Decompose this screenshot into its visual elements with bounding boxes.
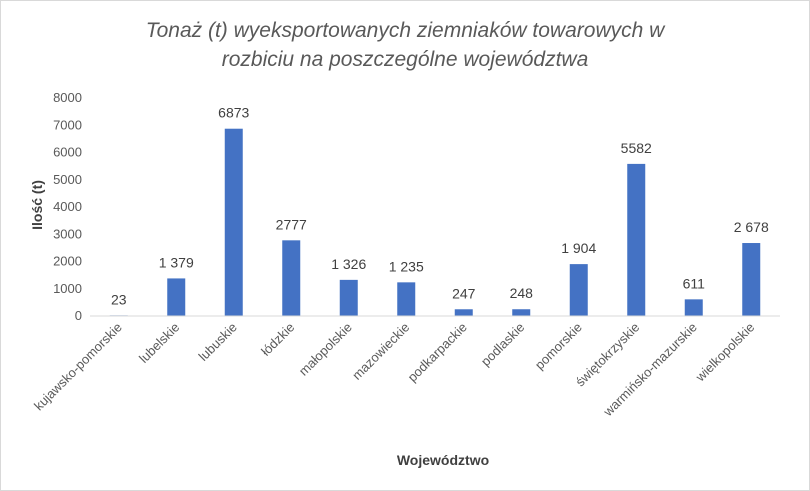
x-tick-label: lubelskie [136, 320, 182, 366]
data-label: 6873 [218, 105, 249, 121]
y-tick-label: 7000 [53, 117, 82, 132]
bar [742, 243, 761, 316]
x-tick-label: lubuskie [196, 320, 240, 364]
y-axis-ticks: 0 1000 2000 3000 4000 5000 6000 7000 8000 [53, 90, 82, 323]
bar [167, 278, 186, 316]
data-labels: 23 1 379 6873 2777 1 326 1 235 247 248 1 904 5582… [111, 105, 769, 308]
bar [684, 299, 703, 316]
bars [109, 128, 761, 316]
y-tick-label: 4000 [53, 199, 82, 214]
bar [512, 309, 531, 316]
bar [282, 240, 301, 316]
x-tick-label: wielkopolskie [692, 320, 757, 385]
x-axis-title: Województwo [397, 452, 489, 468]
data-label: 5582 [621, 140, 652, 156]
x-tick-label: małopolskie [296, 320, 355, 379]
x-axis-ticks: kujawsko-pomorskie lubelskie lubuskie łódzk… [31, 320, 757, 420]
data-label: 611 [683, 275, 706, 291]
chart-title-line-1: Tonaż (t) wyeksportowanych ziemniaków to… [145, 19, 665, 42]
y-axis-title: Ilość (t) [29, 180, 45, 230]
data-label: 248 [510, 285, 534, 301]
bar [224, 128, 243, 316]
x-tick-label: warmińsko-mazurskie [600, 320, 700, 420]
y-tick-label: 6000 [53, 145, 82, 160]
data-label: 1 326 [331, 256, 366, 272]
data-label: 1 379 [159, 254, 194, 270]
y-tick-label: 3000 [53, 226, 82, 241]
x-tick-label: mazowieckie [349, 320, 412, 383]
data-label: 1 904 [561, 240, 596, 256]
data-label: 2 678 [734, 219, 769, 235]
bar [339, 279, 358, 316]
chart-title-line-2: rozbiciu na poszczególne województwa [221, 48, 589, 71]
bar [569, 264, 588, 316]
x-tick-label: pomorskie [532, 320, 585, 373]
data-label: 2777 [276, 216, 307, 232]
data-label: 247 [452, 285, 476, 301]
y-tick-label: 8000 [53, 90, 82, 105]
x-tick-label: łódzkie [258, 320, 297, 359]
data-label: 1 235 [389, 258, 424, 274]
bar [397, 282, 416, 316]
chart-title: Tonaż (t) wyeksportowanych ziemniaków to… [0, 16, 810, 74]
y-tick-label: 5000 [53, 172, 82, 187]
x-tick-label: podkarpackie [405, 320, 470, 385]
y-tick-label: 2000 [53, 254, 82, 269]
y-tick-label: 1000 [53, 281, 82, 296]
bar [454, 309, 473, 316]
x-tick-label: kujawsko-pomorskie [31, 320, 125, 414]
bar [627, 163, 646, 316]
x-tick-label: podlaskie [478, 320, 527, 369]
data-label: 23 [111, 291, 127, 307]
y-tick-label: 0 [75, 308, 82, 323]
